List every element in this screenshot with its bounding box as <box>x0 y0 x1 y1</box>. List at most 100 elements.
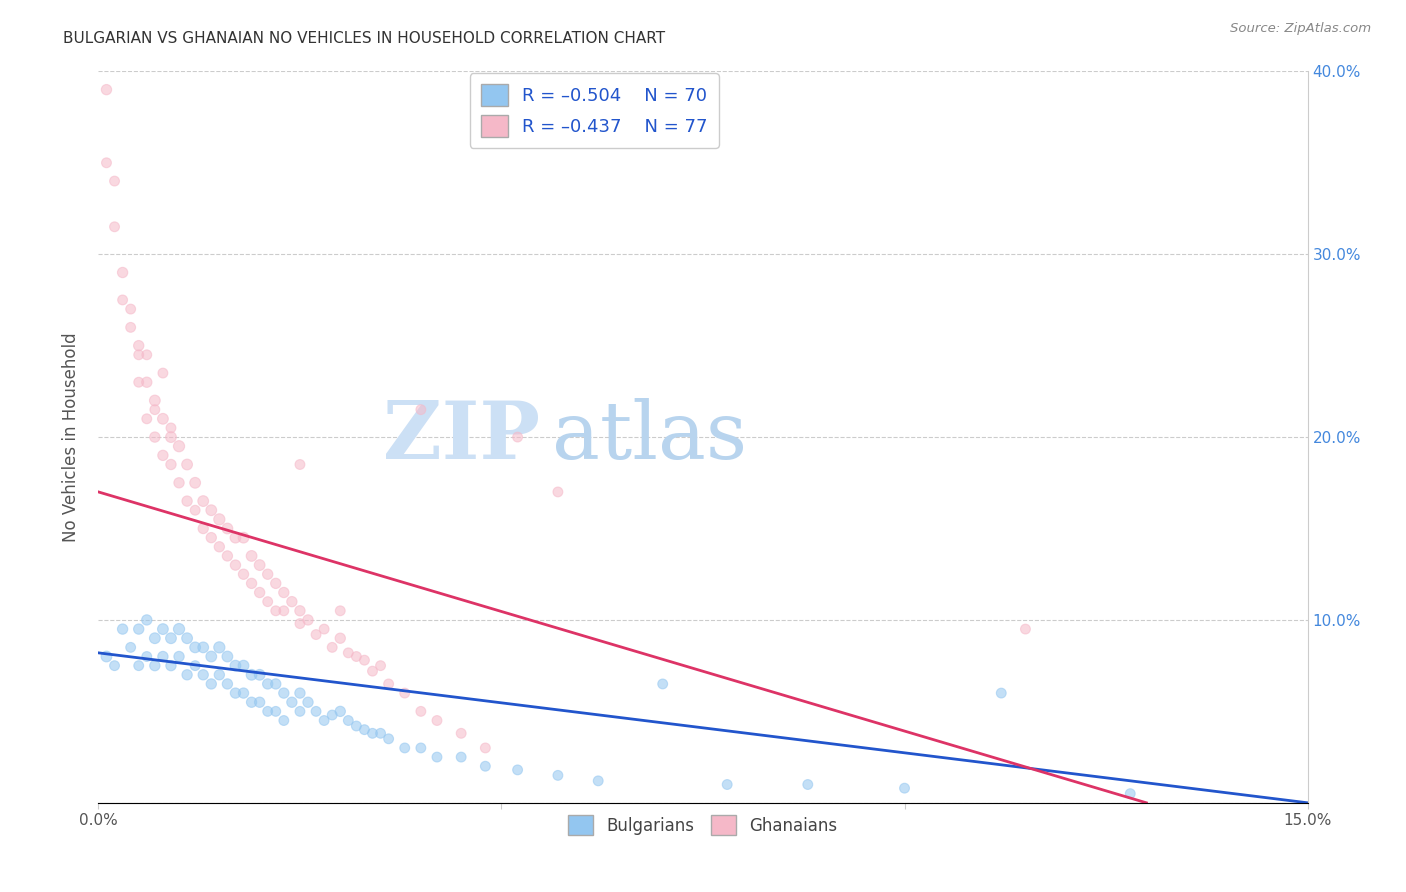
Point <box>184 640 207 655</box>
Point <box>176 632 198 646</box>
Point <box>426 714 449 728</box>
Point <box>314 714 336 728</box>
Point <box>120 320 142 334</box>
Point <box>200 531 222 545</box>
Point <box>329 632 352 646</box>
Point <box>249 558 271 573</box>
Point <box>167 439 190 453</box>
Point <box>152 448 174 462</box>
Point <box>394 740 416 755</box>
Point <box>394 686 416 700</box>
Point <box>370 726 392 740</box>
Point <box>288 458 311 472</box>
Point <box>217 677 239 691</box>
Point <box>249 695 271 709</box>
Point <box>361 726 384 740</box>
Point <box>184 658 207 673</box>
Point <box>128 338 150 352</box>
Point <box>547 768 569 782</box>
Point <box>321 640 343 655</box>
Point <box>120 640 142 655</box>
Y-axis label: No Vehicles in Household: No Vehicles in Household <box>62 332 80 542</box>
Point <box>217 649 239 664</box>
Point <box>111 293 134 307</box>
Point <box>990 686 1012 700</box>
Point <box>111 266 134 280</box>
Point <box>256 594 278 608</box>
Point <box>135 348 157 362</box>
Point <box>128 375 150 389</box>
Point <box>208 540 231 554</box>
Point <box>232 686 254 700</box>
Point <box>273 714 295 728</box>
Point <box>361 664 384 678</box>
Point <box>353 723 375 737</box>
Point <box>128 622 150 636</box>
Point <box>224 558 246 573</box>
Point <box>160 658 183 673</box>
Point <box>160 458 183 472</box>
Point <box>135 375 157 389</box>
Point <box>135 412 157 426</box>
Point <box>224 686 246 700</box>
Point <box>256 567 278 582</box>
Point <box>353 653 375 667</box>
Point <box>893 781 915 796</box>
Text: atlas: atlas <box>551 398 747 476</box>
Point <box>176 667 198 681</box>
Point <box>152 622 174 636</box>
Point <box>288 604 311 618</box>
Point <box>217 521 239 535</box>
Point <box>143 658 166 673</box>
Point <box>224 658 246 673</box>
Point <box>240 695 263 709</box>
Point <box>193 640 215 655</box>
Point <box>103 174 125 188</box>
Point <box>264 576 287 591</box>
Point <box>1014 622 1036 636</box>
Point <box>232 567 254 582</box>
Point <box>184 475 207 490</box>
Point <box>1119 787 1142 801</box>
Point <box>506 430 529 444</box>
Point <box>273 585 295 599</box>
Point <box>200 503 222 517</box>
Point <box>167 622 190 636</box>
Point <box>256 705 278 719</box>
Point <box>409 402 432 417</box>
Point <box>103 658 125 673</box>
Point <box>111 622 134 636</box>
Point <box>240 576 263 591</box>
Point <box>264 677 287 691</box>
Point <box>208 512 231 526</box>
Point <box>288 616 311 631</box>
Point <box>297 695 319 709</box>
Point <box>321 708 343 723</box>
Point <box>160 632 183 646</box>
Point <box>224 531 246 545</box>
Point <box>96 82 118 96</box>
Text: ZIP: ZIP <box>382 398 540 476</box>
Point <box>167 475 190 490</box>
Point <box>96 649 118 664</box>
Point <box>135 613 157 627</box>
Point <box>143 632 166 646</box>
Legend: Bulgarians, Ghanaians: Bulgarians, Ghanaians <box>561 808 845 842</box>
Point <box>152 649 174 664</box>
Point <box>249 585 271 599</box>
Point <box>176 494 198 508</box>
Point <box>249 667 271 681</box>
Point <box>96 156 118 170</box>
Point <box>208 640 231 655</box>
Point <box>281 695 304 709</box>
Point <box>305 627 328 641</box>
Point <box>377 677 399 691</box>
Point <box>256 677 278 691</box>
Point <box>240 667 263 681</box>
Point <box>329 705 352 719</box>
Point <box>143 402 166 417</box>
Point <box>128 658 150 673</box>
Point <box>167 649 190 664</box>
Point <box>128 348 150 362</box>
Point <box>329 604 352 618</box>
